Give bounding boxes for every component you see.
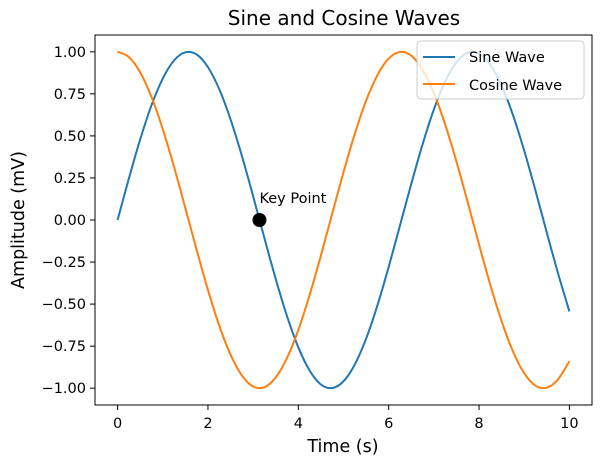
y-axis-ticks: −1.00 −0.75 −0.50 −0.25 0.00 0.25 0.50 0.75 1.00 (42, 45, 95, 397)
y-axis-label: Amplitude (mV) (9, 151, 29, 289)
x-tick-label: 4 (294, 416, 303, 432)
legend-label-sine: Sine Wave (469, 50, 545, 66)
x-tick-label: 10 (560, 416, 578, 432)
y-tick-label: 0.25 (54, 171, 86, 187)
y-tick-label: −1.00 (42, 381, 86, 397)
x-axis-ticks: 0 2 4 6 8 10 (113, 405, 579, 432)
y-tick-label: −0.25 (42, 255, 86, 271)
x-tick-label: 6 (384, 416, 393, 432)
key-point-marker (252, 213, 267, 227)
x-tick-label: 8 (474, 416, 483, 432)
legend-label-cosine: Cosine Wave (469, 78, 562, 94)
plot-area-frame (94, 34, 593, 406)
legend: Sine Wave Cosine Wave (416, 40, 585, 100)
key-point-label: Key Point (259, 191, 326, 207)
legend-box (416, 40, 585, 100)
x-axis-label: Time (s) (306, 437, 378, 457)
annotation-layer: Key Point (252, 191, 327, 227)
y-tick-label: 1.00 (54, 45, 86, 61)
cosine-wave-line (117, 50, 571, 390)
y-tick-label: 0.50 (54, 129, 86, 145)
y-tick-label: −0.50 (42, 297, 86, 313)
y-tick-label: 0.00 (54, 213, 86, 229)
x-tick-label: 2 (203, 416, 212, 432)
chart-title: Sine and Cosine Waves (228, 6, 460, 30)
x-tick-label: 0 (113, 416, 122, 432)
y-tick-label: 0.75 (54, 87, 86, 103)
y-tick-label: −0.75 (42, 339, 86, 355)
